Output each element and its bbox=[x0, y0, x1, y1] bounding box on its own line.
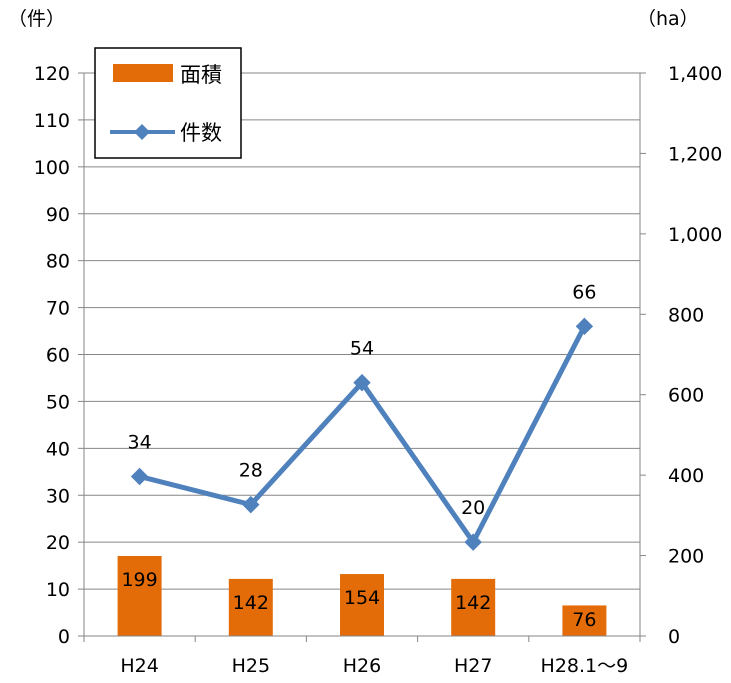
line-label-2: 54 bbox=[350, 338, 374, 360]
bar-series bbox=[117, 555, 607, 636]
bar-2 bbox=[340, 574, 384, 636]
x-tick-label-0: H24 bbox=[120, 655, 158, 677]
right-tick-label-4: 800 bbox=[668, 304, 704, 326]
left-tick-label-8: 80 bbox=[46, 251, 70, 273]
right-tick-label-7: 1,400 bbox=[668, 63, 722, 85]
left-tick-label-9: 90 bbox=[46, 204, 70, 226]
line-label-4: 66 bbox=[572, 281, 596, 303]
left-tick-label-2: 20 bbox=[46, 532, 70, 554]
right-tick-label-1: 200 bbox=[668, 546, 704, 568]
left-tick-label-0: 0 bbox=[58, 626, 70, 648]
bar-1 bbox=[228, 578, 273, 636]
left-tick-label-1: 10 bbox=[46, 579, 70, 601]
left-tick-label-10: 100 bbox=[34, 157, 70, 179]
left-tick-labels: 0 10 20 30 40 50 60 70 80 90 100 110 120 bbox=[34, 63, 70, 648]
bar-label-4: 76 bbox=[572, 609, 596, 631]
right-tick-label-3: 600 bbox=[668, 385, 704, 407]
x-tick-label-4: H28.1〜9 bbox=[541, 655, 629, 677]
bar-0 bbox=[117, 555, 162, 636]
line-label-3: 20 bbox=[461, 497, 485, 519]
legend-label-count: 件数 bbox=[180, 121, 222, 145]
line-label-1: 28 bbox=[239, 460, 263, 482]
right-tick-label-6: 1,200 bbox=[668, 143, 722, 165]
left-tick-label-12: 120 bbox=[34, 63, 70, 85]
right-tick-labels: 0 200 400 600 800 1,000 1,200 1,400 bbox=[668, 63, 722, 648]
x-tick-labels: H24 H25 H26 H27 H28.1〜9 bbox=[120, 655, 628, 677]
line-series bbox=[130, 317, 594, 551]
bar-3 bbox=[451, 578, 496, 636]
bar-data-labels: 199 142 154 142 76 bbox=[121, 569, 596, 631]
left-tick-label-4: 40 bbox=[46, 438, 70, 460]
right-axis-unit: （ha） bbox=[637, 8, 699, 30]
left-axis-unit: （件） bbox=[8, 8, 65, 30]
line-data-labels: 34 28 54 20 66 bbox=[128, 281, 597, 519]
x-tick-label-3: H27 bbox=[454, 655, 492, 677]
x-tick-label-1: H25 bbox=[232, 655, 270, 677]
legend-bar-swatch bbox=[113, 64, 173, 82]
left-tick-label-5: 50 bbox=[46, 391, 70, 413]
line-label-0: 34 bbox=[128, 431, 152, 453]
left-tick-label-6: 60 bbox=[46, 345, 70, 367]
line-marker-4 bbox=[575, 317, 594, 336]
axes bbox=[78, 72, 646, 642]
bar-label-3: 142 bbox=[455, 592, 491, 614]
bar-label-2: 154 bbox=[344, 587, 380, 609]
line-marker-0 bbox=[130, 467, 149, 486]
legend: 面積 件数 bbox=[94, 47, 242, 159]
x-tick-label-2: H26 bbox=[343, 655, 381, 677]
bar-4 bbox=[562, 605, 607, 636]
left-tick-label-3: 30 bbox=[46, 485, 70, 507]
left-tick-label-7: 70 bbox=[46, 298, 70, 320]
bar-label-0: 199 bbox=[121, 569, 157, 591]
right-tick-label-5: 1,000 bbox=[668, 224, 722, 246]
line-marker-3 bbox=[464, 533, 482, 551]
bar-label-1: 142 bbox=[233, 592, 269, 614]
line-marker-1 bbox=[242, 495, 260, 514]
left-tick-label-11: 110 bbox=[34, 110, 70, 132]
legend-line-marker bbox=[134, 124, 150, 140]
right-tick-label-0: 0 bbox=[668, 626, 680, 648]
right-tick-label-2: 400 bbox=[668, 465, 704, 487]
line-marker-2 bbox=[353, 373, 371, 392]
legend-label-area: 面積 bbox=[180, 63, 222, 87]
